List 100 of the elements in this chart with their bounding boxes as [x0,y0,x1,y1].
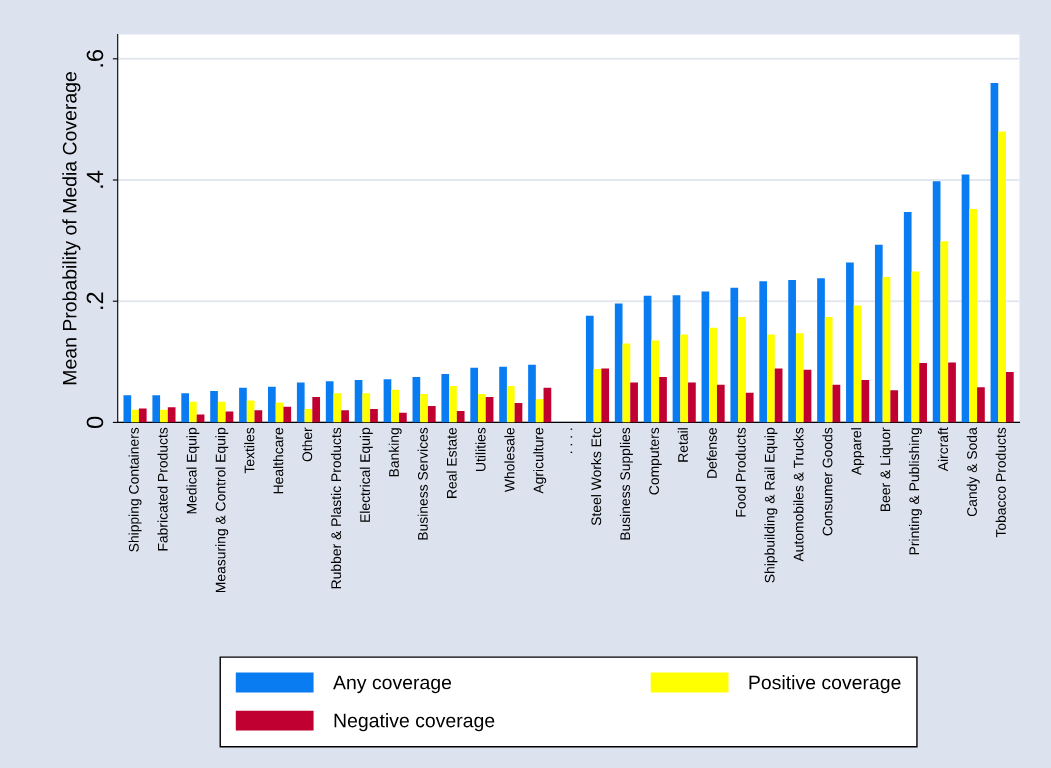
bar [622,343,631,423]
bar [774,368,783,423]
x-tick-label: Utilities [475,427,486,471]
x-tick-label: Business Services [417,427,428,540]
bar [911,271,920,423]
bar [817,278,825,423]
bar [181,393,189,423]
x-tick-label: Tobacco Products [995,427,1006,538]
bar [788,279,796,423]
x-tick-label: Agriculture [533,427,547,494]
bar [853,305,862,423]
bar [961,174,970,423]
bar [882,276,891,423]
bar [998,131,1006,423]
bar [738,316,746,423]
bar [601,368,610,423]
bar [420,393,428,423]
bar [803,369,812,423]
bar [593,369,602,423]
bar [745,392,754,423]
bar [123,395,132,423]
bar [977,387,985,423]
y-tick-label: 0 [86,416,104,429]
bar [535,399,544,423]
bar [354,379,363,423]
bar [246,400,255,423]
bar [990,83,999,423]
x-tick-label: Medical Equip [186,427,200,514]
x-tick-label: Real Estate [446,427,457,498]
bar [333,393,342,423]
x-tick-label: Aircraft [937,427,949,472]
bar [239,387,247,423]
bar [370,409,378,423]
bar [275,402,284,423]
x-tick-label: Printing & Publishing [908,428,922,555]
x-tick-label: Beer & Liquor [880,427,893,512]
bar [412,376,421,423]
bar [767,334,775,423]
bar [680,334,689,423]
bar [441,373,450,423]
bar [470,367,479,423]
bar [160,409,168,423]
x-tick-label: Electrical Equip [359,427,373,522]
bar [189,401,197,423]
x-tick-label: Measuring & Control Equip [215,427,229,593]
bar [824,316,833,423]
bar [528,364,536,423]
bar [131,409,139,423]
bar [846,262,854,423]
bar [399,412,407,423]
x-tick-label: Banking [388,428,402,477]
x-tick-label: Wholesale [504,427,515,493]
x-tick-label: Food Products [735,427,746,517]
bar [362,393,371,423]
x-tick-label: Defense [706,427,717,478]
bar [630,382,638,423]
bar [296,382,305,423]
bar [709,327,717,423]
bar [614,303,623,423]
bar [730,287,739,423]
bar [861,379,870,423]
bar [672,295,681,423]
bar [701,291,710,423]
bar [283,406,292,423]
bar [759,281,768,423]
x-tick-label: Apparel [851,428,865,476]
bar [152,395,161,423]
x-tick-label: Shipbuilding & Rail Equip [764,427,778,583]
x-tick-label: Retail [677,428,688,462]
bar [506,386,515,423]
bar [1005,372,1014,423]
bar [268,386,276,423]
bar [874,244,883,423]
bar [716,384,725,423]
bar [325,381,334,423]
y-axis-title: Mean Probability of Media Coverage [62,72,81,385]
bar [427,406,436,423]
bar [478,393,486,423]
y-tick-label: .4 [86,170,104,188]
bar [659,376,667,423]
legend-label: Negative coverage [334,713,495,732]
bar [795,333,804,423]
bar [688,382,696,423]
x-tick-label: Candy & Soda [966,427,980,517]
bar [890,390,899,423]
x-tick-label: Computers [649,427,662,495]
bar [940,241,949,423]
x-tick-label: . . . . [570,428,573,453]
bar [383,379,392,423]
x-tick-label: Fabricated Products [157,427,168,551]
bar [254,410,263,423]
bar [312,396,321,423]
x-tick-label: Automobiles & Trucks [793,427,804,562]
x-tick-label: Healthcare [273,427,284,494]
bar [903,212,912,423]
x-tick-label: Shipping Containers [128,427,142,552]
y-tick-label: .6 [86,49,104,67]
bar [585,315,594,423]
x-tick-label: Rubber & Plastic Products [330,427,342,589]
legend-label: Any coverage [333,675,452,694]
